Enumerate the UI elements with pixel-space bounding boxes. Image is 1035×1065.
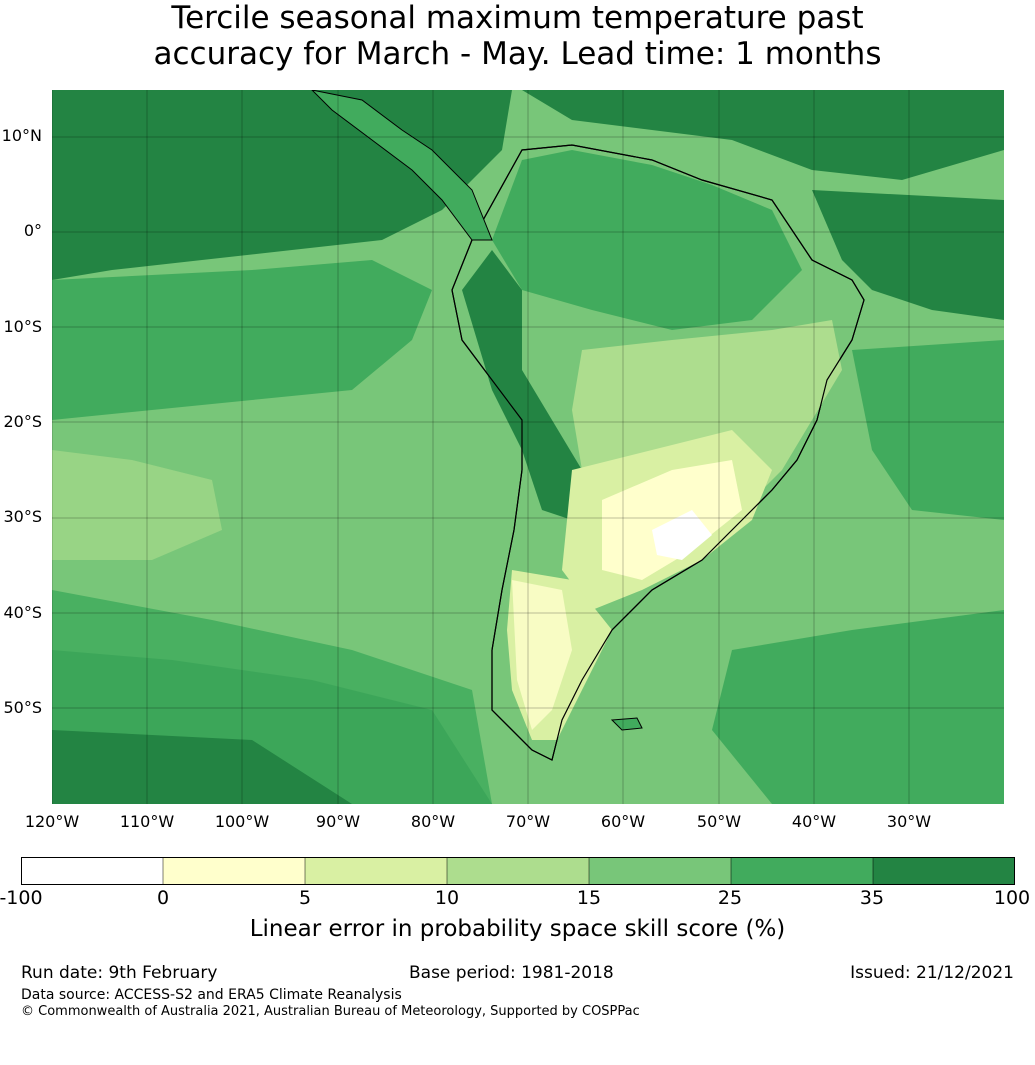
- base-period: Base period: 1981-2018: [409, 963, 614, 983]
- lon-label-70w: 70°W: [505, 812, 551, 831]
- lon-label-110w: 110°W: [119, 812, 175, 831]
- coastline: [451, 144, 865, 761]
- andes-dark-region: [462, 250, 582, 520]
- lon-label-60w: 60°W: [600, 812, 646, 831]
- colorbar-segment-2: [304, 857, 448, 885]
- colorbar-tick: 0: [156, 887, 170, 909]
- central-america-coast: [311, 90, 493, 241]
- lat-label-50s: 50°S: [3, 698, 42, 717]
- lat-label-40s: 40°S: [3, 603, 42, 622]
- south-atlantic-medium-region: [712, 610, 1004, 804]
- map-title: Tercile seasonal maximum temperature pas…: [0, 0, 1035, 72]
- lat-label-20s: 20°S: [3, 412, 42, 431]
- title-line-1: Tercile seasonal maximum temperature pas…: [171, 0, 864, 36]
- colorbar-segment-6: [872, 857, 1015, 885]
- colorbar-tick: 5: [298, 887, 312, 909]
- lon-label-80w: 80°W: [410, 812, 456, 831]
- equatorial-atlantic-dark-region: [812, 190, 1004, 320]
- lon-label-90w: 90°W: [315, 812, 361, 831]
- lon-label-30w: 30°W: [886, 812, 932, 831]
- lon-label-100w: 100°W: [214, 812, 270, 831]
- colorbar-segment-4: [588, 857, 732, 885]
- white-patch: [652, 510, 712, 560]
- lat-label-10s: 10°S: [3, 317, 42, 336]
- south-pacific-medium-region: [52, 590, 492, 804]
- colorbar-segment-0: [21, 857, 164, 885]
- run-date: Run date: 9th February: [21, 963, 218, 983]
- colorbar-tick: 35: [859, 887, 885, 909]
- gridlines: [52, 90, 1004, 804]
- lon-label-50w: 50°W: [696, 812, 742, 831]
- colorbar-tick: 15: [576, 887, 602, 909]
- copyright: © Commonwealth of Australia 2021, Austra…: [21, 1004, 640, 1019]
- title-line-2: accuracy for March - May. Lead time: 1 m…: [153, 36, 882, 72]
- lat-label-10n: 10°N: [1, 126, 42, 145]
- data-source: Data source: ACCESS-S2 and ERA5 Climate …: [21, 987, 402, 1003]
- lon-label-40w: 40°W: [791, 812, 837, 831]
- patagonia-lightest-region: [512, 580, 572, 730]
- colorbar-tick: 25: [717, 887, 743, 909]
- north-atlantic-dark-region: [522, 90, 1004, 180]
- colorbar: [21, 857, 1015, 885]
- colorbar-segment-5: [730, 857, 874, 885]
- pacific-light-patch: [52, 450, 222, 560]
- skill-score-map: [52, 90, 1004, 804]
- colorbar-segment-3: [446, 857, 590, 885]
- east-atlantic-medium-region: [852, 340, 1004, 520]
- colorbar-segment-1: [162, 857, 306, 885]
- falkland-islands: [610, 717, 643, 731]
- central-pacific-medium-region: [52, 260, 432, 420]
- lat-label-30s: 30°S: [3, 507, 42, 526]
- issued-date: Issued: 21/12/2021: [850, 963, 1014, 983]
- colorbar-tick: -100: [0, 887, 43, 909]
- lat-label-0: 0°: [23, 221, 42, 240]
- amazon-medium-region: [492, 150, 802, 330]
- colorbar-tick: 100: [993, 887, 1031, 909]
- lon-label-120w: 120°W: [24, 812, 80, 831]
- colorbar-label: Linear error in probability space skill …: [249, 916, 786, 942]
- colorbar-tick: 10: [434, 887, 460, 909]
